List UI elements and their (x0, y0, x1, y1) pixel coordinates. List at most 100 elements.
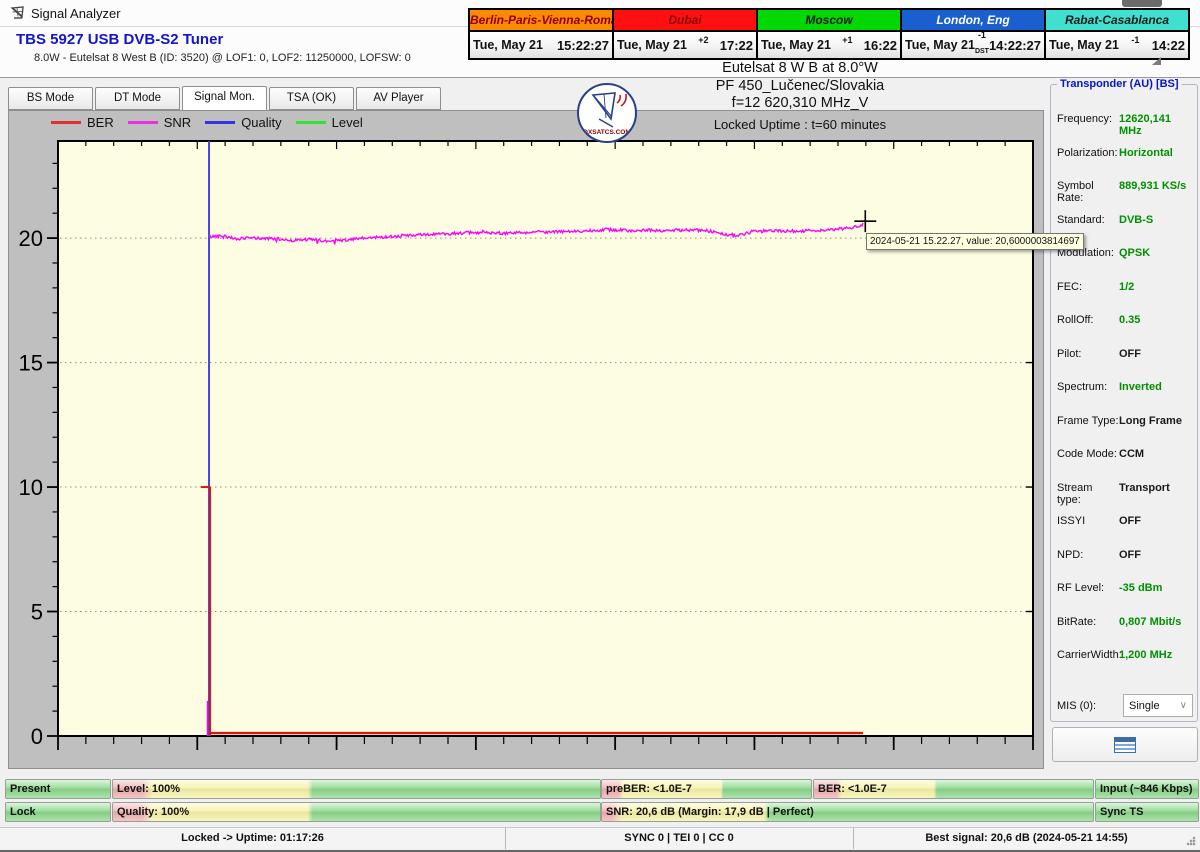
tp-row-code-mode-: Code Mode: CCM (1057, 448, 1193, 462)
meter-label: BER: <1.0E-7 (818, 783, 887, 795)
signal-chart-panel: BER SNR Quality Level 0 5 10 15 20 (8, 110, 1044, 769)
legend-swatch (295, 121, 326, 124)
clock-date: Tue, May 21 (905, 38, 975, 52)
tp-row-rolloff-: RollOff: 0.35 (1057, 314, 1193, 328)
window-title: Signal Analyzer (31, 6, 121, 21)
clock-city: Berlin-Paris-Vienna-Roma (470, 10, 612, 32)
tp-value: OFF (1119, 548, 1141, 561)
tab-signal-mon-[interactable]: Signal Mon. (182, 86, 267, 111)
indicator-present: Present (5, 779, 111, 799)
tp-value: 1,200 MHz (1119, 649, 1173, 661)
tab-bs-mode[interactable]: BS Mode (8, 87, 93, 110)
tp-label: Modulation: (1057, 247, 1114, 259)
tp-value: OFF (1119, 347, 1141, 360)
tp-value: 0.35 (1119, 314, 1141, 326)
clock-hhmm: 17:22 (719, 37, 753, 53)
satellite-dish-icon (10, 6, 24, 19)
dxsatcs-logo: DXSATCS.COM (577, 83, 637, 143)
mis-row: MIS (0): Single ∨ (1057, 694, 1193, 717)
tp-value: 1/2 (1119, 280, 1135, 293)
list-icon (1114, 736, 1136, 753)
status-sync-counters: SYNC 0 | TEI 0 | CC 0 (505, 828, 854, 849)
tp-label: FEC: (1057, 280, 1083, 293)
clock-date: Tue, May 21 (473, 38, 543, 52)
tab-av-player[interactable]: AV Player (356, 87, 441, 110)
satellite-name-label: Eutelsat 8 W B at 8.0°W (722, 60, 878, 76)
clock-city: Dubai (614, 10, 756, 32)
meter-label: SNR: 20,6 dB (Margin: 17,9 dB | Perfect) (606, 806, 814, 818)
legend-item-ber: BER (51, 115, 114, 130)
tp-value: Transport (1119, 481, 1170, 494)
dxsatcs-logo-text: DXSATCS.COM (583, 129, 631, 136)
meter-preber: preBER: <1.0E-7 (601, 779, 812, 799)
transponder-panel: Transponder (AU) [BS] Frequency: 12620,14… (1050, 78, 1198, 722)
tp-value: -35 dBm (1119, 582, 1163, 594)
meter-ber: BER: <1.0E-7 (813, 779, 1094, 799)
tp-row-stream-type-: Stream type: Transport (1057, 481, 1193, 506)
tp-value: Inverted (1119, 381, 1162, 393)
site-label: PF 450_Lučenec/Slovakia (715, 78, 885, 94)
tab-dt-mode[interactable]: DT Mode (95, 87, 180, 110)
svg-text:5: 5 (31, 600, 43, 625)
tuner-settings-line: 8.0W - Eutelsat 8 West B (ID: 3520) @ LO… (34, 52, 411, 64)
indicator-lock: Lock (5, 802, 111, 822)
resize-grip[interactable] (1186, 836, 1196, 846)
tp-label: Frame Type: (1057, 414, 1119, 427)
indicator-input-846-kbps-: Input (~846 Kbps) (1095, 779, 1199, 799)
svg-text:15: 15 (19, 351, 43, 376)
tp-label: Frequency: (1057, 113, 1113, 125)
chart-legend: BER SNR Quality Level (51, 115, 363, 130)
mis-label: MIS (0): (1057, 699, 1097, 712)
meter-label: Quality: 100% (117, 806, 190, 818)
clock-city: Moscow (758, 10, 900, 32)
tp-row-pilot-: Pilot: OFF (1057, 348, 1193, 362)
tp-value: OFF (1119, 515, 1141, 527)
tp-label: Standard: (1057, 213, 1105, 226)
tp-row-standard-: Standard: DVB-S (1057, 214, 1193, 228)
transponder-panel-title: Transponder (AU) [BS] (1057, 78, 1182, 90)
tp-row-spectrum-: Spectrum: Inverted (1057, 381, 1193, 395)
meter-label: preBER: <1.0E-7 (606, 783, 692, 795)
transport-list-button[interactable] (1052, 727, 1198, 762)
tp-value: 0,807 Mbit/s (1119, 615, 1182, 628)
clock-0: Berlin-Paris-Vienna-Roma Tue, May 21 15:22… (470, 10, 614, 58)
mode-tabs: BS Mode DT Mode Signal Mon. TSA (OK) AV Play… (8, 86, 443, 112)
clock-city: Rabat-Casablanca (1046, 10, 1188, 32)
tp-row-bitrate-: BitRate: 0,807 Mbit/s (1057, 616, 1193, 630)
tp-label: NPD: (1057, 548, 1084, 561)
signal-chart[interactable]: 0 5 10 15 20 (9, 111, 1043, 768)
clock-4: Rabat-Casablanca Tue, May 21 -1 14:22 (1046, 10, 1188, 58)
clock-offset: -1 DST (974, 30, 989, 55)
clock-time: Tue, May 21 -1 14:22 (1046, 32, 1188, 58)
clock-hhmm: 15:22:27 (556, 37, 609, 53)
legend-label: Level (331, 115, 363, 130)
indicator-sync-ts: Sync TS (1095, 802, 1199, 822)
tp-value: Long Frame (1119, 414, 1182, 427)
tp-label: ISSYI (1057, 515, 1086, 527)
legend-label: Quality (241, 115, 282, 130)
meter-label: Input (~846 Kbps) (1100, 783, 1193, 795)
mis-dropdown[interactable]: Single ∨ (1123, 694, 1193, 717)
tp-row-issyi: ISSYI OFF (1057, 515, 1193, 529)
clock-date: Tue, May 21 (1049, 38, 1119, 52)
chart-value-tooltip: 2024-05-21 15.22.27, value: 20,600000381… (866, 233, 1084, 250)
clock-time: Tue, May 21 15:22:27 (470, 32, 612, 58)
clock-hhmm: 14:22:27 (988, 37, 1041, 53)
tp-value: 889,931 KS/s (1119, 180, 1187, 192)
tp-value: Horizontal (1119, 146, 1173, 159)
tab-tsa-ok-[interactable]: TSA (OK) (269, 87, 354, 110)
meter-label: Sync TS (1100, 806, 1144, 818)
clock-date: Tue, May 21 (761, 38, 831, 52)
chevron-down-icon: ∨ (1179, 700, 1187, 711)
clock-hhmm: 14:22 (1151, 37, 1185, 53)
meter-snr: SNR: 20,6 dB (Margin: 17,9 dB | Perfect) (601, 802, 1094, 822)
tp-label: Stream type: (1057, 481, 1093, 506)
legend-swatch (127, 121, 158, 124)
tp-row-npd-: NPD: OFF (1057, 549, 1193, 563)
clock-date: Tue, May 21 (617, 38, 687, 52)
tp-row-rf-level-: RF Level: -35 dBm (1057, 582, 1193, 596)
meter-level: Level: 100% (112, 779, 601, 799)
tp-label: RF Level: (1057, 582, 1105, 594)
tp-value: CCM (1119, 448, 1145, 460)
